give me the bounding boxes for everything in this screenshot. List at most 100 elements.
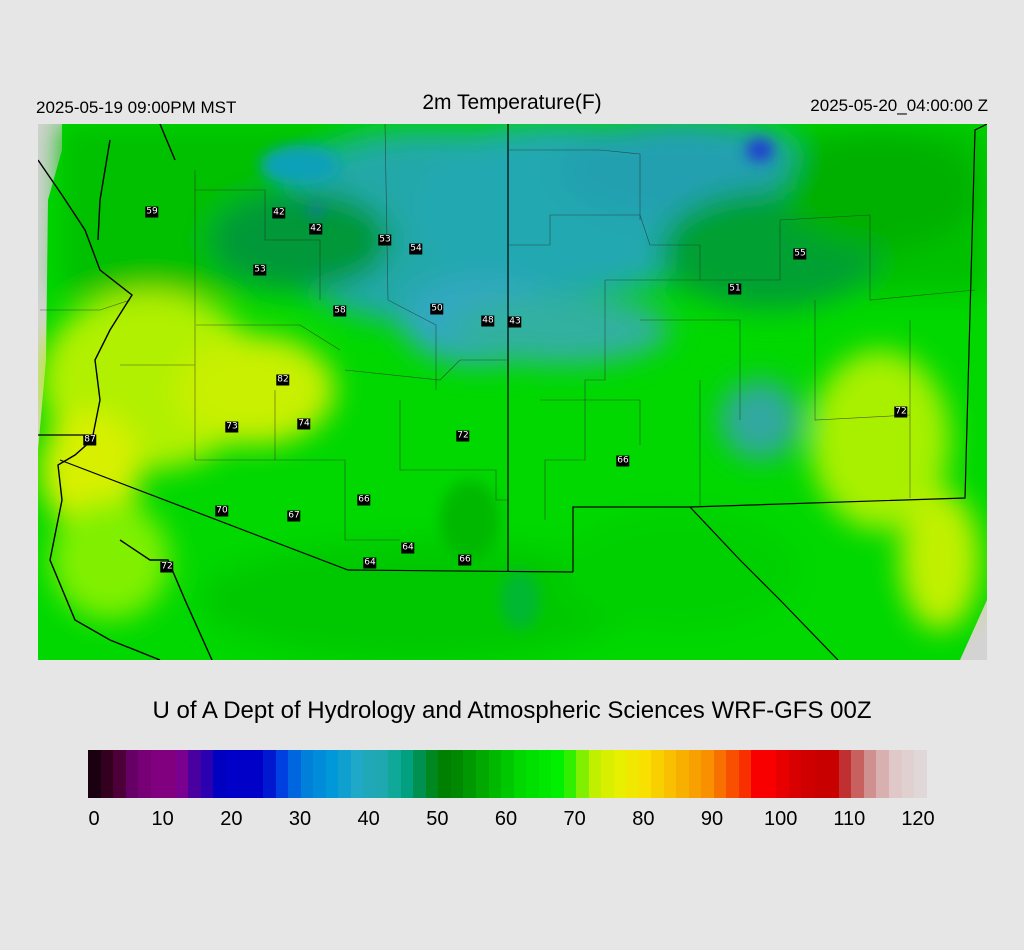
colorbar-segment	[651, 750, 664, 798]
colorbar-segment	[150, 750, 164, 798]
colorbar-segment	[588, 750, 602, 798]
colorbar-segment	[826, 750, 839, 798]
colorbar-segment	[250, 750, 264, 798]
colorbar-segment	[138, 750, 151, 798]
colorbar-segment	[313, 750, 326, 798]
credit-label: U of A Dept of Hydrology and Atmospheric…	[152, 697, 872, 724]
station-temperature-label: 66	[616, 455, 630, 467]
colorbar-tick-label: 30	[288, 808, 312, 830]
colorbar-segment	[350, 750, 364, 798]
map-title: 2m Temperature(F)	[422, 91, 602, 114]
colorbar-segment	[113, 750, 126, 798]
colorbar-segment	[413, 750, 426, 798]
colorbar-segment	[288, 750, 301, 798]
colorbar-segment	[88, 750, 101, 798]
colorbar-segment	[838, 750, 852, 798]
colorbar-segment	[801, 750, 814, 798]
colorbar-segment	[375, 750, 389, 798]
station-temperature-label: 59	[145, 206, 159, 218]
colorbar-segment	[425, 750, 439, 798]
colorbar-segment	[901, 750, 915, 798]
colorbar-segment	[400, 750, 414, 798]
colorbar-tick-label: 80	[632, 808, 655, 830]
colorbar-segment	[175, 750, 189, 798]
colorbar-tick-label: 60	[494, 808, 518, 830]
colorbar-segment	[563, 750, 577, 798]
station-temperature-label: 70	[215, 505, 229, 517]
colorbar-segment	[163, 750, 176, 798]
station-temperature-label: 53	[253, 264, 267, 276]
temperature-map: 59 42 42 53 54 53 58 50 48 43 55 51 82 73 74 72 72 87 66 66…	[38, 124, 987, 660]
station-temperature-label: 72	[160, 561, 174, 573]
utc-time-label: 2025-05-20_04:00:00 Z	[810, 96, 988, 115]
station-temperature-label: 66	[458, 554, 472, 566]
station-temperature-label: 73	[225, 421, 239, 433]
colorbar-segment	[701, 750, 714, 798]
colorbar-tick-label: 90	[700, 808, 724, 830]
colorbar-segment	[450, 750, 464, 798]
colorbar-segment	[475, 750, 489, 798]
colorbar-segment	[713, 750, 727, 798]
colorbar-segment	[613, 750, 627, 798]
colorbar-segment	[914, 750, 927, 798]
colorbar-segment	[100, 750, 114, 798]
colorbar-segment	[188, 750, 201, 798]
station-temperature-label: 51	[728, 283, 742, 295]
colorbar-segment	[663, 750, 677, 798]
colorbar-segment	[275, 750, 289, 798]
colorbar-segment	[501, 750, 514, 798]
colorbar-segment	[538, 750, 552, 798]
colorbar-segment	[576, 750, 589, 798]
colorbar-segment	[751, 750, 764, 798]
station-temperature-label: 55	[793, 248, 807, 260]
colorbar-segment	[200, 750, 214, 798]
colorbar-segment	[225, 750, 239, 798]
colorbar-tick-label: 50	[426, 808, 449, 830]
colorbar-segment	[551, 750, 564, 798]
colorbar-segment	[726, 750, 739, 798]
colorbar-segment	[638, 750, 652, 798]
station-temperature-label: 53	[378, 234, 392, 246]
colorbar-segment	[889, 750, 902, 798]
station-temperature-label: 74	[297, 418, 311, 430]
colorbar-segment	[863, 750, 877, 798]
colorbar-segment	[788, 750, 802, 798]
colorbar-segment	[263, 750, 276, 798]
colorbar-tick-label: 110	[833, 808, 866, 830]
station-temperature-label: 42	[309, 223, 323, 235]
temperature-colorbar	[88, 750, 927, 798]
station-temperature-label: 67	[287, 510, 301, 522]
station-temperature-label: 64	[401, 542, 415, 554]
colorbar-segment	[300, 750, 314, 798]
colorbar-segment	[526, 750, 539, 798]
colorbar-segment	[601, 750, 614, 798]
local-time-label: 2025-05-19 09:00PM MST	[36, 98, 237, 117]
colorbar-tick-label: 10	[151, 808, 174, 830]
colorbar-segment	[738, 750, 752, 798]
station-temperature-label: 82	[276, 374, 290, 386]
colorbar-segment	[676, 750, 689, 798]
colorbar-segment	[463, 750, 476, 798]
colorbar-segment	[238, 750, 251, 798]
station-temperature-label: 48	[481, 315, 495, 327]
colorbar-segment	[325, 750, 339, 798]
colorbar-segment	[688, 750, 702, 798]
station-temperature-label: 43	[508, 316, 522, 328]
station-temperature-label: 87	[83, 434, 97, 446]
colorbar-tick-label: 20	[220, 808, 243, 830]
station-temperature-label: 58	[333, 305, 347, 317]
map-field	[38, 124, 987, 660]
colorbar-segment	[626, 750, 639, 798]
station-temperature-label: 50	[430, 303, 444, 315]
station-temperature-label: 72	[456, 430, 470, 442]
colorbar-tick-labels: 0 10 20 30 40 50 60 70 80 90 100 110 120	[0, 808, 1024, 838]
station-temperature-label: 64	[363, 557, 377, 569]
station-temperature-label: 66	[357, 494, 371, 506]
colorbar-segment	[763, 750, 777, 798]
station-temperature-label: 42	[272, 207, 286, 219]
colorbar-segment	[125, 750, 139, 798]
station-temperature-label: 72	[894, 406, 908, 418]
colorbar-segment	[438, 750, 451, 798]
colorbar-tick-label: 0	[88, 808, 100, 830]
colorbar-tick-label: 120	[901, 808, 935, 830]
